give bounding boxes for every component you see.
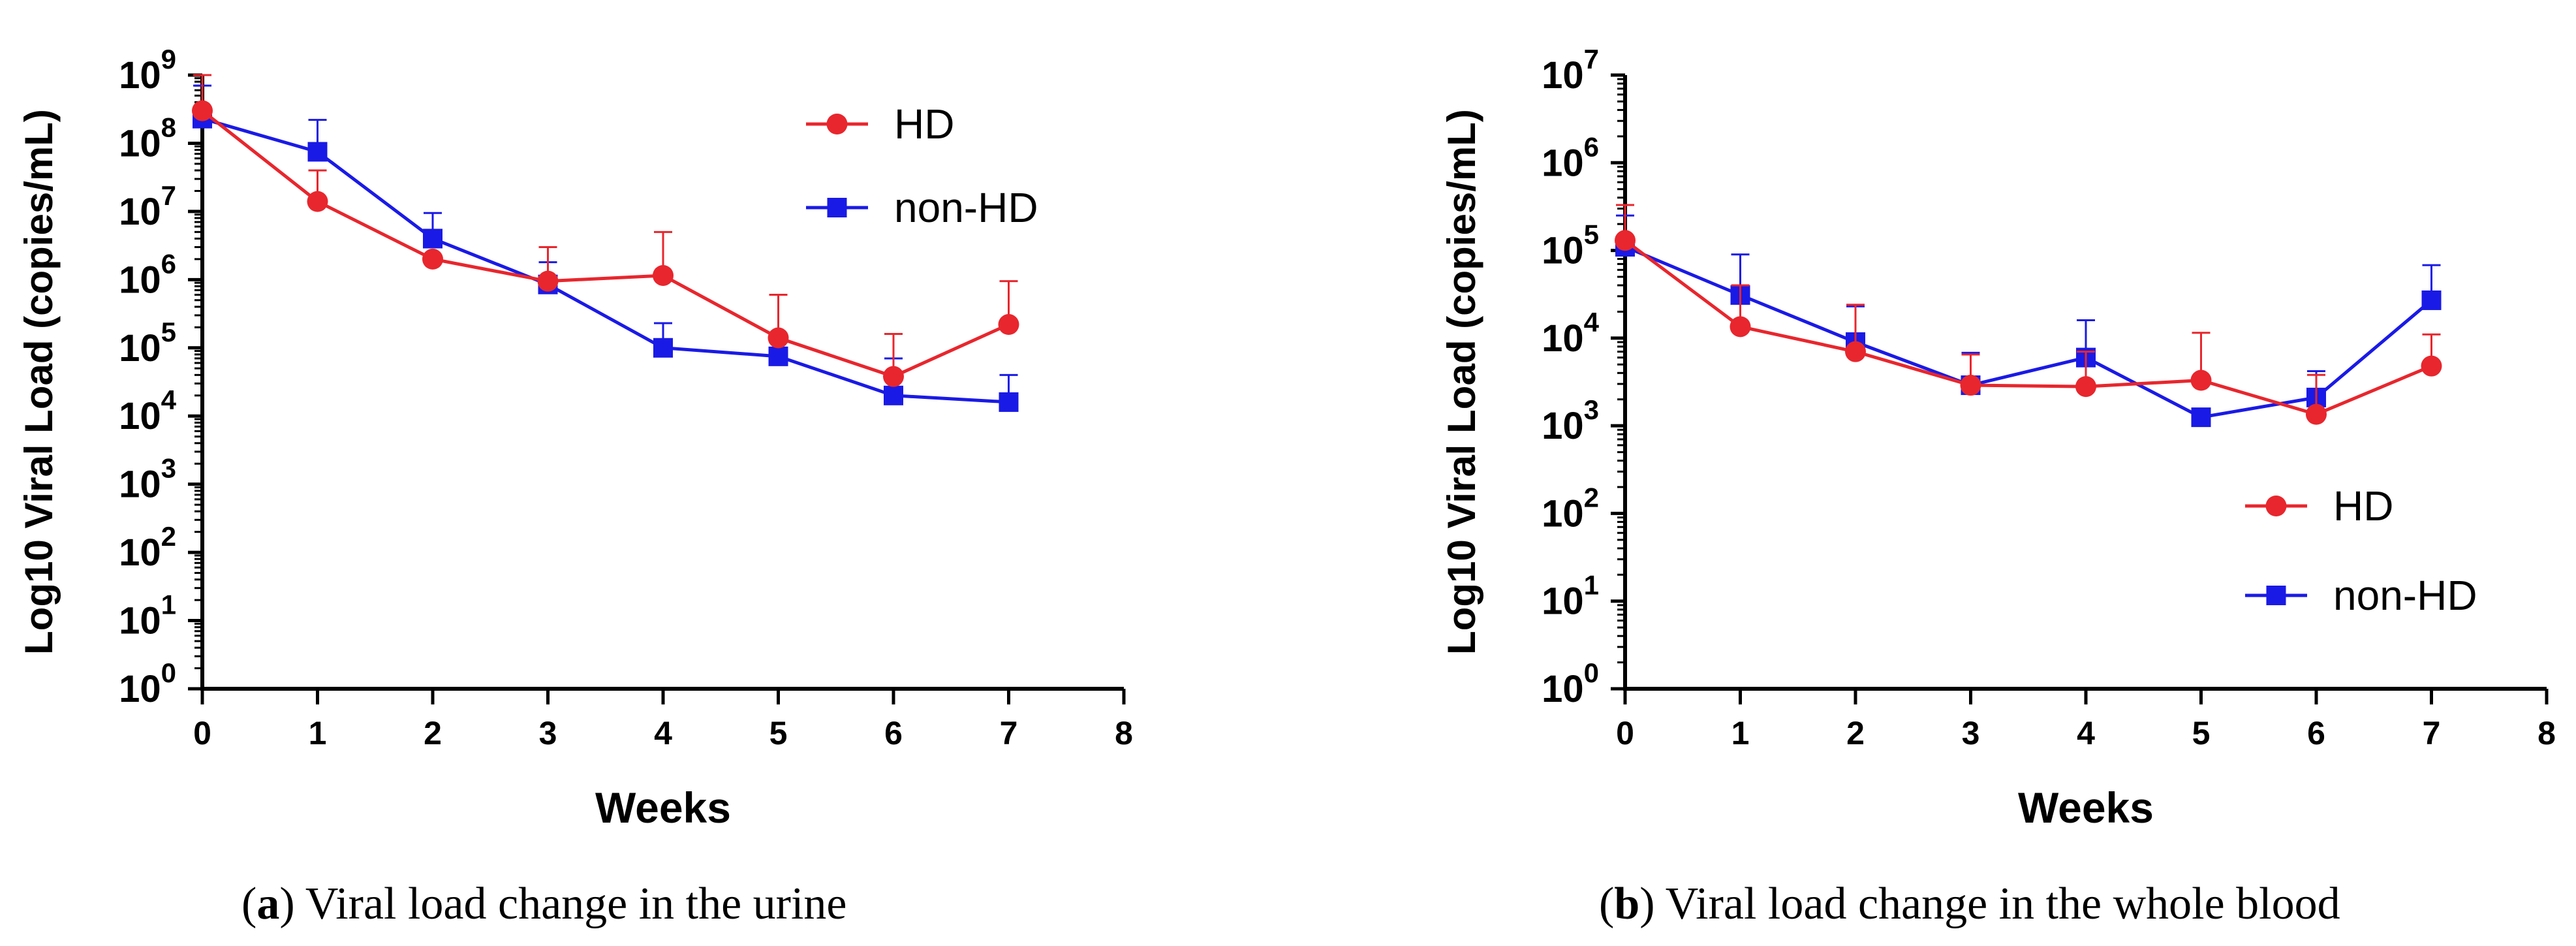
legend: HD non-HD: [2245, 482, 2477, 619]
y-tick-label: 102: [1542, 482, 1599, 535]
y-tick-label: 107: [1542, 44, 1599, 97]
chart-panel-b: 100 101 102 103 104 105 106 107 0 1 2 3 4 5 6 7 8 Weeks Lo…: [1440, 44, 2556, 832]
y-tick-label: 102: [119, 521, 176, 574]
data-point-circle: [768, 327, 789, 349]
y-axis-title: Log10 Viral Load (copies/mL): [1440, 109, 1483, 655]
x-tick-label: 2: [1846, 715, 1865, 751]
x-tick-label: 6: [884, 715, 903, 751]
data-point-circle: [2306, 403, 2327, 425]
y-tick-label: 103: [119, 453, 176, 506]
legend-marker-circle: [826, 114, 848, 134]
data-point-circle: [422, 248, 443, 270]
data-point-square: [653, 338, 673, 358]
series-line: [201, 109, 1010, 379]
data-point-circle: [2075, 376, 2096, 398]
series-hd: [192, 74, 1019, 387]
x-tick-label: 0: [1616, 715, 1634, 751]
x-tick-label: 7: [2423, 715, 2441, 751]
data-point-circle: [537, 270, 559, 292]
x-tick-label: 8: [2537, 715, 2556, 751]
y-tick-label: 103: [1542, 394, 1599, 447]
y-tick-label: 105: [1542, 219, 1599, 272]
caption-text-a: Viral load change in the urine: [305, 879, 847, 929]
y-tick-label: 100: [119, 657, 176, 710]
y-tick-label: 104: [119, 385, 177, 437]
data-point-circle: [653, 264, 674, 286]
x-tick-label: 3: [1962, 715, 1980, 751]
data-point-circle: [1845, 341, 1866, 362]
y-tick-label: 101: [119, 590, 176, 642]
data-point-circle: [998, 314, 1019, 336]
y-tick-label: 107: [119, 180, 176, 233]
data-point-circle: [2190, 370, 2212, 391]
x-tick-label: 1: [309, 715, 327, 751]
y-tick-label: 106: [1542, 131, 1599, 184]
x-tick-label: 5: [2192, 715, 2211, 751]
caption-panel-a: (a) Viral load change in the urine: [241, 879, 847, 929]
x-tick-label: 0: [193, 715, 211, 751]
legend: HD non-HD: [806, 101, 1038, 231]
x-tick-label: 5: [769, 715, 788, 751]
x-tick-label: 7: [1000, 715, 1018, 751]
legend-marker-square: [827, 198, 847, 217]
x-tick-label: 8: [1115, 715, 1133, 751]
x-tick-label: 4: [2077, 715, 2095, 751]
series-line: [202, 117, 1009, 404]
caption-letter-b: b: [1614, 879, 1640, 929]
legend-label: non-HD: [2333, 572, 2477, 619]
legend-marker-circle: [2265, 496, 2287, 516]
legend-label: HD: [894, 101, 954, 148]
y-axis-title: Log10 Viral Load (copies/mL): [17, 109, 61, 655]
data-point-circle: [883, 366, 904, 387]
data-point-circle: [1730, 316, 1751, 338]
data-point-square: [423, 229, 442, 249]
data-point-square: [768, 346, 788, 366]
data-point-circle: [1960, 375, 1981, 396]
data-point-square: [2191, 407, 2211, 428]
series-line: [1624, 245, 2433, 419]
y-tick-label: 109: [119, 44, 176, 97]
caption-letter-a: a: [256, 879, 280, 929]
series-hd: [1615, 204, 2442, 425]
caption-text-b: Viral load change in the whole blood: [1665, 879, 2340, 929]
data-point-square: [2421, 290, 2442, 310]
data-point-circle: [1615, 230, 1636, 251]
data-point-circle: [307, 191, 328, 212]
legend-marker-square: [2266, 586, 2286, 605]
x-tick-label: 4: [654, 715, 672, 751]
x-tick-label: 1: [1731, 715, 1750, 751]
legend-label: non-HD: [894, 184, 1038, 231]
x-tick-label: 2: [424, 715, 442, 751]
data-point-square: [307, 142, 328, 162]
caption-panel-b: (b) Viral load change in the whole blood: [1599, 879, 2340, 929]
data-point-circle: [192, 100, 213, 121]
chart-panel-a: 100 101 102 103 104 105 106 107 108 109 0 1 2 3 4 5 6 7 8 W…: [17, 44, 1133, 832]
y-tick-label: 108: [119, 112, 176, 165]
y-tick-label: 106: [119, 248, 176, 301]
x-tick-label: 6: [2307, 715, 2325, 751]
y-tick-label: 101: [1542, 570, 1599, 623]
data-point-square: [884, 385, 903, 405]
series-line: [1624, 239, 2432, 417]
x-axis-title: Weeks: [2018, 783, 2154, 832]
y-tick-label: 105: [119, 317, 176, 370]
y-tick-label: 100: [1542, 657, 1599, 710]
legend-label: HD: [2333, 482, 2393, 529]
data-point-square: [999, 392, 1019, 412]
data-point-circle: [2421, 355, 2442, 377]
x-tick-label: 3: [539, 715, 557, 751]
x-axis-title: Weeks: [595, 783, 731, 832]
y-tick-label: 104: [1542, 307, 1600, 360]
